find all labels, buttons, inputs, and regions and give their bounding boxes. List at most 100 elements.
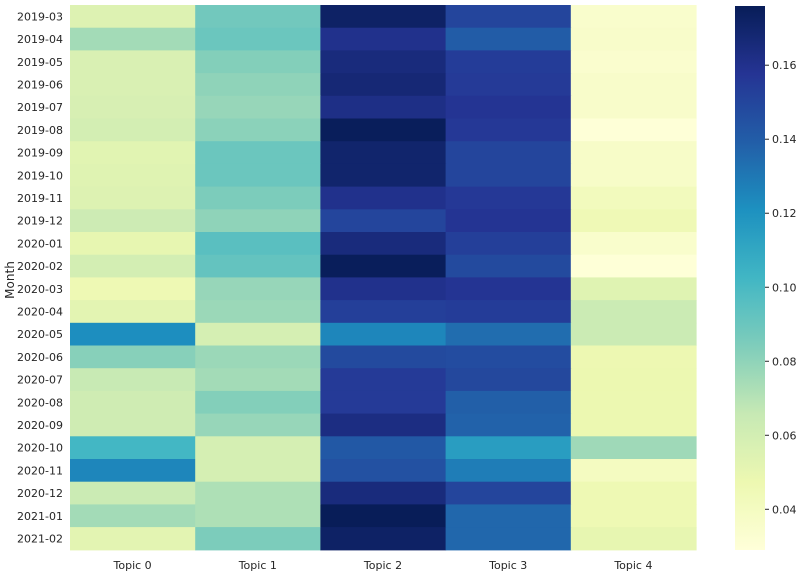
y-tick-label: 2019-03 — [17, 10, 63, 23]
heatmap-cell — [570, 186, 697, 210]
heatmap-cell — [195, 459, 321, 483]
heatmap-cell — [195, 141, 321, 165]
y-tick-label: 2020-01 — [17, 237, 63, 250]
heatmap-cell — [570, 413, 697, 437]
heatmap-cell — [70, 27, 196, 51]
heatmap-cell — [320, 459, 447, 483]
heatmap-cell — [570, 300, 697, 324]
heatmap-cell — [320, 436, 447, 460]
heatmap-cell — [320, 141, 447, 165]
y-tick-label: 2020-09 — [17, 419, 63, 432]
heatmap-cell — [445, 459, 572, 483]
heatmap-cell — [445, 413, 572, 437]
heatmap-cell — [445, 345, 572, 369]
x-tick-label: Topic 3 — [488, 559, 527, 572]
heatmap-cell — [570, 141, 697, 165]
heatmap-cell — [195, 95, 321, 120]
heatmap-cell — [445, 368, 572, 392]
heatmap-cell — [70, 5, 196, 29]
heatmap-cell — [70, 209, 196, 233]
heatmap-cell — [195, 186, 321, 210]
heatmap-cell — [70, 73, 196, 97]
heatmap-cell — [570, 277, 697, 301]
y-tick-label: 2019-11 — [17, 192, 63, 205]
heatmap-cell — [570, 459, 697, 483]
heatmap-cell — [445, 254, 572, 278]
heatmap-cell — [320, 50, 447, 74]
heatmap-cell — [445, 481, 572, 505]
y-tick-label: 2019-04 — [17, 33, 63, 46]
heatmap-cell — [70, 436, 196, 460]
colorbar-gradient — [735, 6, 765, 550]
heatmap-cell — [320, 232, 447, 256]
y-tick-label: 2019-07 — [17, 101, 63, 114]
x-tick-label: Topic 1 — [238, 559, 277, 572]
heatmap-cell — [570, 209, 697, 233]
colorbar: 0.04 0.06 0.08 0.10 0.12 0.14 0.16 — [735, 6, 797, 550]
y-tick-label: 2020-05 — [17, 328, 63, 341]
heatmap-cell — [570, 118, 697, 142]
y-tick-label: 2020-03 — [17, 283, 63, 296]
heatmap-cell — [70, 141, 196, 165]
colorbar-tick-label: 0.16 — [772, 59, 797, 72]
heatmap-cell — [70, 163, 196, 188]
y-tick-label: 2020-06 — [17, 351, 63, 364]
y-tick-label: 2019-12 — [17, 215, 63, 228]
colorbar-tick-label: 0.10 — [772, 281, 797, 294]
heatmap-cell — [445, 118, 572, 142]
colorbar-ticks: 0.04 0.06 0.08 0.10 0.12 0.14 0.16 — [765, 59, 797, 516]
heatmap-cell — [195, 300, 321, 324]
heatmap-cell — [70, 95, 196, 120]
heatmap-cell — [445, 504, 572, 528]
heatmap-cell — [445, 95, 572, 120]
heatmap-cell — [570, 5, 697, 29]
colorbar-tick-label: 0.12 — [772, 207, 797, 220]
heatmap-cell — [195, 277, 321, 301]
heatmap-cell — [70, 300, 196, 324]
heatmap-cell — [195, 232, 321, 256]
heatmap-cell — [570, 50, 697, 74]
heatmap-cell — [445, 390, 572, 415]
x-tick-label: Topic 0 — [113, 559, 152, 572]
heatmap-cell — [570, 390, 697, 415]
heatmap-cell — [195, 27, 321, 51]
heatmap-cell — [320, 300, 447, 324]
heatmap-cell — [320, 277, 447, 301]
heatmap-cell — [195, 50, 321, 74]
heatmap-cell — [320, 163, 447, 188]
heatmap-cell — [70, 254, 196, 278]
heatmap-cell — [445, 209, 572, 233]
colorbar-tick-label: 0.08 — [772, 355, 797, 368]
heatmap-cell — [195, 504, 321, 528]
heatmap-cell — [70, 390, 196, 415]
y-tick-label: 2019-05 — [17, 56, 63, 69]
heatmap-cell — [320, 209, 447, 233]
x-tick-labels: Topic 0 Topic 1 Topic 2 Topic 3 Topic 4 — [113, 559, 653, 572]
heatmap-cell — [195, 118, 321, 142]
heatmap-cell — [320, 504, 447, 528]
y-tick-label: 2020-08 — [17, 396, 63, 409]
y-tick-label: 2020-11 — [17, 464, 63, 477]
y-tick-label: 2020-07 — [17, 374, 63, 387]
heatmap-cell — [70, 413, 196, 437]
heatmap-cell — [195, 322, 321, 347]
heatmap-cell — [320, 186, 447, 210]
y-tick-label: 2020-10 — [17, 442, 63, 455]
heatmap-cell — [445, 27, 572, 51]
heatmap-cell — [195, 368, 321, 392]
colorbar-tick-label: 0.06 — [772, 429, 797, 442]
heatmap-cell — [445, 5, 572, 29]
colorbar-tick-label: 0.04 — [772, 503, 797, 516]
heatmap-cell — [570, 232, 697, 256]
heatmap-cell — [445, 436, 572, 460]
heatmap-cell — [195, 5, 321, 29]
heatmap-cell — [195, 163, 321, 188]
heatmap-cell — [70, 50, 196, 74]
y-tick-label: 2020-04 — [17, 305, 63, 318]
heatmap-cell — [195, 413, 321, 437]
heatmap-cell — [70, 232, 196, 256]
heatmap-cell — [570, 436, 697, 460]
heatmap-cell — [70, 504, 196, 528]
heatmap-cell — [70, 186, 196, 210]
